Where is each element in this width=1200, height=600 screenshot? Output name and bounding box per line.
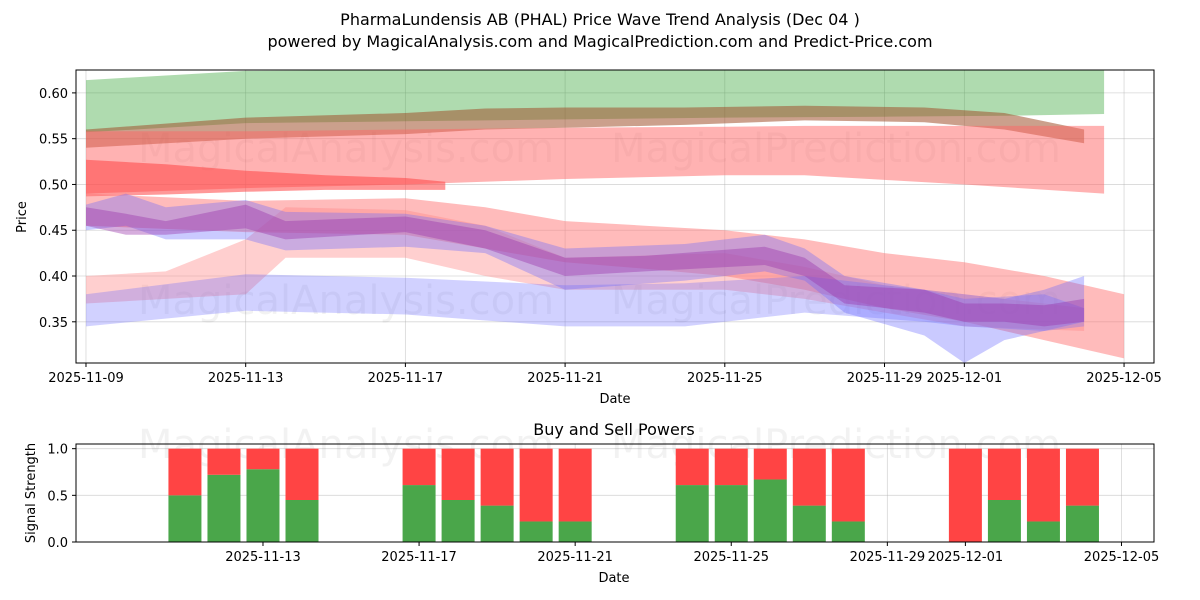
sell-bar	[285, 448, 319, 500]
price-band-blue-lower-band	[86, 274, 1085, 331]
top-y-axis-label: Price	[15, 201, 30, 233]
bottom-y-tick-label: 0.5	[47, 489, 68, 504]
sell-bar	[948, 448, 982, 542]
top-y-tick-label: 0.60	[39, 87, 68, 102]
buy-bar	[831, 521, 865, 542]
top-x-tick-label: 2025-11-29	[847, 371, 923, 386]
buy-bar	[441, 500, 475, 542]
price-bands	[86, 70, 1125, 363]
top-y-tick-label: 0.45	[39, 224, 68, 239]
bottom-x-tick-label: 2025-12-01	[928, 550, 1004, 565]
price-band-red-band-high	[86, 159, 446, 197]
sell-bar	[792, 448, 826, 506]
price-band-blue-main-band	[86, 193, 1085, 363]
top-x-axis-label: Date	[599, 392, 630, 407]
sell-bar	[558, 448, 592, 522]
sell-bar	[480, 448, 514, 506]
buy-bar	[1026, 521, 1060, 542]
buy-bar	[402, 485, 436, 542]
sell-bar	[1026, 448, 1060, 522]
chart-title-line2: powered by MagicalAnalysis.com and Magic…	[267, 32, 932, 51]
top-x-tick-label: 2025-11-21	[527, 371, 603, 386]
buy-sell-title: Buy and Sell Powers	[533, 420, 695, 439]
top-plot-frame	[75, 69, 1155, 364]
buy-bar	[753, 479, 787, 542]
bottom-y-tick-label: 0.0	[47, 536, 68, 551]
sell-bar	[675, 448, 709, 486]
chart-title-line1: PharmaLundensis AB (PHAL) Price Wave Tre…	[340, 10, 860, 29]
sell-bar	[402, 448, 436, 486]
price-band-red-secondary-band	[86, 207, 1085, 331]
top-y-tick-label: 0.35	[39, 316, 68, 331]
buy-bar	[480, 505, 514, 542]
bottom-x-ticks: 2025-11-13 2025-11-17 2025-11-21 2025-11-25…	[225, 542, 1159, 565]
top-x-tick-label: 2025-12-05	[1086, 371, 1162, 386]
top-y-tick-label: 0.50	[39, 178, 68, 193]
sell-bar	[246, 448, 280, 470]
bottom-plot-frame	[75, 443, 1155, 543]
buy-bar	[714, 485, 748, 542]
sell-bar	[714, 448, 748, 486]
top-x-tick-label: 2025-11-09	[48, 371, 124, 386]
bottom-y-ticks: 0.0 0.5 1.0	[47, 443, 76, 551]
sell-bar	[519, 448, 553, 522]
bottom-x-tick-label: 2025-11-29	[850, 550, 926, 565]
top-y-tick-label: 0.55	[39, 133, 68, 148]
bottom-x-tick-label: 2025-11-21	[537, 550, 613, 565]
sell-bar	[168, 448, 202, 496]
buy-bar	[987, 500, 1021, 542]
buy-sell-chart: Buy and Sell Powers MagicalAnalysis.com …	[24, 420, 1159, 586]
buy-bar	[792, 505, 826, 542]
price-band-red-downtrend-band	[86, 193, 1125, 359]
sell-bar	[207, 448, 241, 475]
buy-sell-bars	[168, 448, 1099, 542]
buy-bar	[285, 500, 319, 542]
buy-bar	[246, 469, 280, 542]
price-wave-chart: MagicalAnalysis.com MagicalPrediction.co…	[15, 69, 1162, 407]
watermark-mid-left: MagicalAnalysis.com	[138, 278, 554, 324]
top-x-ticks: 2025-11-09 2025-11-13 2025-11-17 2025-11-21…	[48, 363, 1162, 386]
buy-bar	[207, 474, 241, 542]
top-x-tick-label: 2025-11-13	[208, 371, 284, 386]
top-x-tick-label: 2025-11-17	[368, 371, 444, 386]
price-band-brown-band	[86, 105, 1085, 148]
sell-bar	[753, 448, 787, 480]
bottom-x-tick-label: 2025-11-13	[225, 550, 301, 565]
sell-bar	[831, 448, 865, 522]
bottom-x-tick-label: 2025-11-25	[693, 550, 769, 565]
buy-bar	[675, 485, 709, 542]
top-x-tick-label: 2025-11-25	[687, 371, 763, 386]
bottom-x-tick-label: 2025-12-05	[1084, 550, 1160, 565]
sell-bar	[441, 448, 475, 500]
bottom-y-axis-label: Signal Strength	[24, 443, 39, 543]
buy-bar	[1065, 505, 1099, 542]
buy-bar	[168, 495, 202, 542]
bottom-y-tick-label: 1.0	[47, 443, 68, 458]
price-band-purple-trend-band	[86, 204, 1085, 327]
top-x-tick-label: 2025-12-01	[927, 371, 1003, 386]
top-y-ticks: 0.35 0.40 0.45 0.50 0.55 0.60	[39, 87, 76, 331]
top-y-tick-label: 0.40	[39, 270, 68, 285]
sell-bar	[987, 448, 1021, 500]
buy-bar	[558, 521, 592, 542]
bottom-x-axis-label: Date	[598, 571, 629, 586]
bottom-x-tick-label: 2025-11-17	[381, 550, 457, 565]
sell-bar	[1065, 448, 1099, 506]
buy-bar	[519, 521, 553, 542]
